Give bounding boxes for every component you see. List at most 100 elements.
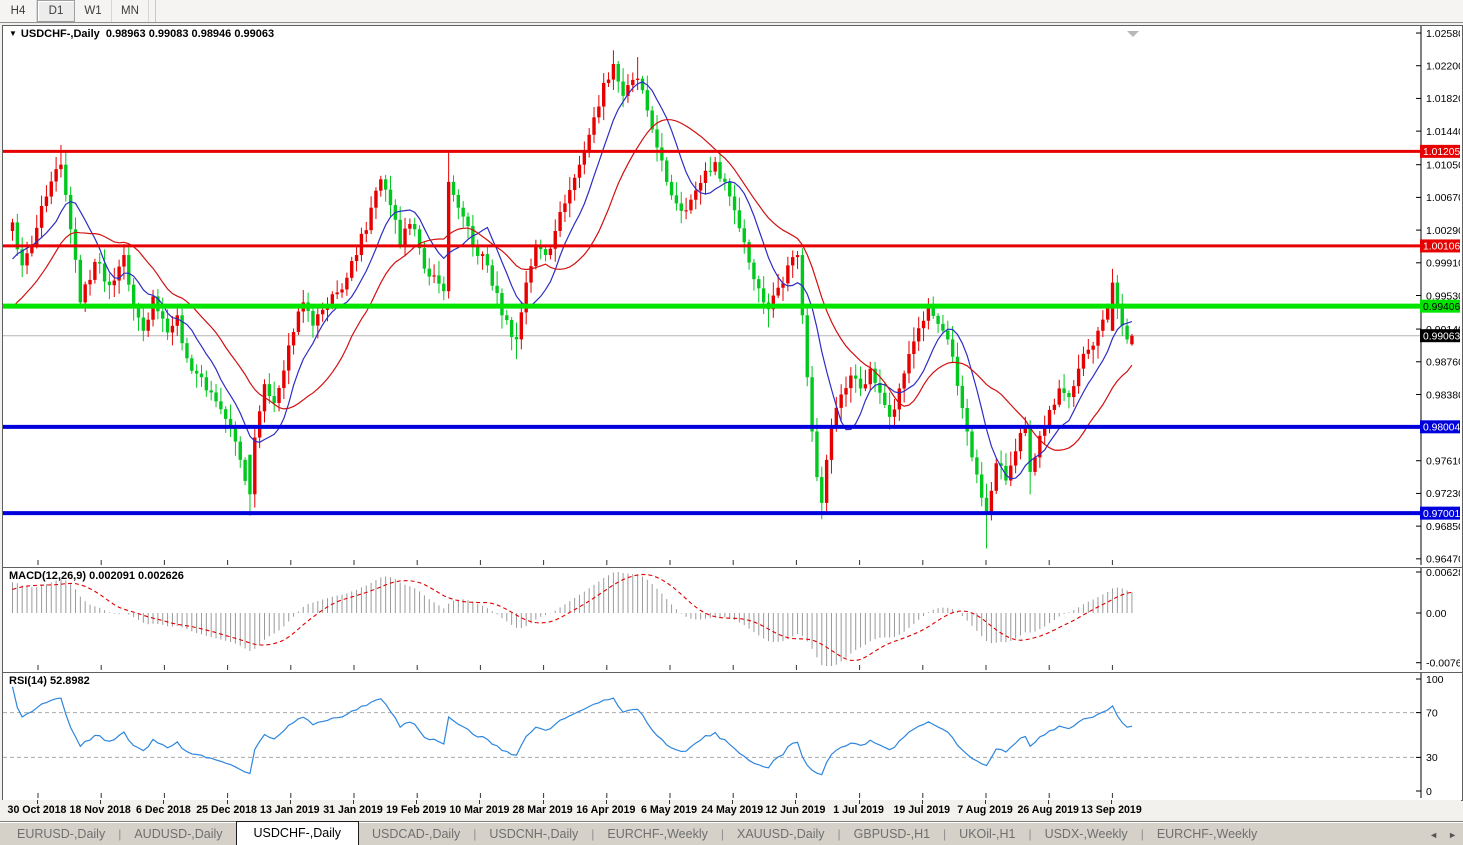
- timeframe-button-mn[interactable]: MN: [112, 0, 149, 22]
- macd-signal-line: [12, 573, 1133, 662]
- date-label: 28 Mar 2019: [512, 804, 573, 816]
- date-tick: [795, 800, 797, 804]
- tab-xauusd-daily[interactable]: XAUUSD-,Daily: [737, 827, 825, 841]
- date-tick: [163, 800, 165, 804]
- svg-text:0.99063: 0.99063: [1423, 331, 1460, 342]
- price-badge: 0.97001: [1420, 506, 1460, 520]
- tab-usdx-weekly[interactable]: USDX-,Weekly: [1044, 827, 1128, 841]
- tab-gbpusd-h1[interactable]: GBPUSD-,H1: [853, 827, 931, 841]
- date-label: 26 Aug 2019: [1017, 804, 1079, 816]
- macd-tick-label: 0.006286: [1426, 568, 1460, 579]
- rsi-line: [11, 686, 1133, 776]
- date-tick: [669, 800, 670, 804]
- date-label: 13 Sep 2019: [1081, 804, 1142, 816]
- price-tick-label: 1.01820: [1426, 93, 1460, 105]
- date-label: 19 Jul 2019: [893, 804, 951, 816]
- moving-averages: [12, 81, 1133, 480]
- date-tick: [605, 800, 607, 804]
- date-tick: [1111, 800, 1113, 804]
- date-tick: [416, 800, 418, 804]
- symbol-dropdown-icon[interactable]: ▼: [9, 29, 17, 38]
- price-tick-label: 1.01050: [1426, 159, 1460, 171]
- date-tick: [858, 800, 860, 804]
- date-tick: [289, 800, 291, 804]
- rsi-label: RSI(14): [9, 675, 47, 687]
- timeframe-button-h4[interactable]: H4: [0, 0, 37, 22]
- date-tick: [985, 800, 986, 804]
- date-tick: [479, 800, 481, 804]
- chart-tab-bar: EURUSD-,Daily | AUDUSD-,Daily USDCHF-,Daily…: [0, 821, 1463, 845]
- price-badge: 1.00106: [1420, 239, 1460, 253]
- tab-scroll-left-button[interactable]: ◄: [1429, 830, 1439, 840]
- ma-fast-line: [12, 81, 1133, 480]
- date-tick: [921, 800, 923, 804]
- candlesticks: [10, 50, 1134, 549]
- macd-canvas[interactable]: 0.006286 0.00 -0.00762: [3, 568, 1460, 670]
- date-label: 24 May 2019: [701, 804, 764, 816]
- chart-shift-marker[interactable]: [1127, 31, 1139, 37]
- tab-separator: |: [118, 827, 122, 841]
- tab-eurusd-daily[interactable]: EURUSD-,Daily: [17, 827, 106, 841]
- date-tick: [732, 800, 734, 804]
- tab-usdcnh-daily[interactable]: USDCNH-,Daily: [489, 827, 579, 841]
- price-tick-label: 1.00670: [1426, 192, 1460, 204]
- timeframe-button-d1[interactable]: D1: [37, 0, 75, 22]
- date-tick: [100, 800, 102, 804]
- macd-label: MACD(12,26,9): [9, 570, 87, 582]
- date-label: 6 Dec 2018: [136, 804, 191, 816]
- timeframe-toolbar: H4 D1 W1 MN: [0, 0, 1463, 23]
- chart-ohlc-values: 0.98963 0.99083 0.98946 0.99063: [105, 28, 275, 40]
- rsi-tick-label: 30: [1426, 752, 1438, 764]
- macd-tick-label: 0.00: [1426, 608, 1447, 620]
- price-tick-label: 0.96470: [1426, 554, 1460, 565]
- price-badge: 0.98004: [1420, 420, 1460, 434]
- date-label: 31 Jan 2019: [323, 804, 383, 816]
- price-tick-label: 1.02580: [1426, 28, 1460, 40]
- tab-usdcad-daily[interactable]: USDCAD-,Daily: [372, 827, 461, 841]
- time-axis[interactable]: 30 Oct 2018 18 Nov 2018 6 Dec 2018 25 Dec 2…: [2, 800, 1461, 819]
- rsi-tick-label: 100: [1426, 674, 1444, 686]
- price-chart-canvas[interactable]: 1.02580 1.02200 1.01820 1.01440 1.01050 1.006…: [3, 26, 1460, 565]
- rsi-value: 52.8982: [49, 675, 90, 687]
- price-badge: 1.01205: [1420, 144, 1460, 158]
- tab-eurchf-weekly[interactable]: EURCHF-,Weekly: [1156, 827, 1258, 841]
- macd-indicator-panel[interactable]: 0.006286 0.00 -0.00762 MACD(12,26,9) 0.002…: [2, 567, 1463, 673]
- price-tick-label: 1.01440: [1426, 126, 1460, 138]
- svg-text:1.00106: 1.00106: [1423, 242, 1460, 253]
- date-tick: [542, 800, 544, 804]
- date-label: 1 Jul 2019: [833, 804, 884, 816]
- macd-title: MACD(12,26,9) 0.002091 0.002626: [9, 570, 184, 582]
- tab-scroll-right-button[interactable]: ►: [1448, 830, 1457, 840]
- tab-scroll-controls: ◄ ►: [1429, 830, 1457, 840]
- tab-audusd-daily[interactable]: AUDUSD-,Daily: [134, 827, 223, 841]
- price-badge: 0.99406: [1420, 299, 1460, 313]
- tab-separator: |: [720, 827, 724, 841]
- macd-tick-label: -0.00762: [1426, 658, 1460, 670]
- date-label: 25 Dec 2018: [196, 804, 257, 816]
- rsi-tick-label: 70: [1426, 707, 1438, 719]
- main-chart-panel[interactable]: 1.02580 1.02200 1.01820 1.01440 1.01050 1.006…: [2, 25, 1463, 568]
- tab-usdchf-daily[interactable]: USDCHF-,Daily: [235, 821, 360, 845]
- rsi-indicator-panel[interactable]: 100 70 30 0 RSI(14) 52.8982: [2, 672, 1463, 801]
- date-label: 13 Jan 2019: [260, 804, 320, 816]
- date-tick: [37, 800, 38, 804]
- date-label: 7 Aug 2019: [957, 804, 1013, 816]
- tab-eurchf-weekly[interactable]: EURCHF-,Weekly: [607, 827, 708, 841]
- rsi-tick-label: 0: [1426, 786, 1432, 798]
- timeframe-button-w1[interactable]: W1: [75, 0, 112, 22]
- date-label: 12 Jun 2019: [765, 804, 826, 816]
- tab-separator: |: [591, 827, 595, 841]
- date-label: 18 Nov 2018: [69, 804, 131, 816]
- tab-ukoil-h1[interactable]: UKOil-,H1: [959, 827, 1016, 841]
- rsi-canvas[interactable]: 100 70 30 0: [3, 673, 1460, 798]
- macd-values: 0.002091 0.002626: [89, 570, 184, 582]
- chart-title: ▼ USDCHF-,Daily 0.98963 0.99083 0.98946 0…: [9, 28, 274, 40]
- date-label: 6 May 2019: [641, 804, 697, 816]
- tab-separator: |: [837, 827, 841, 841]
